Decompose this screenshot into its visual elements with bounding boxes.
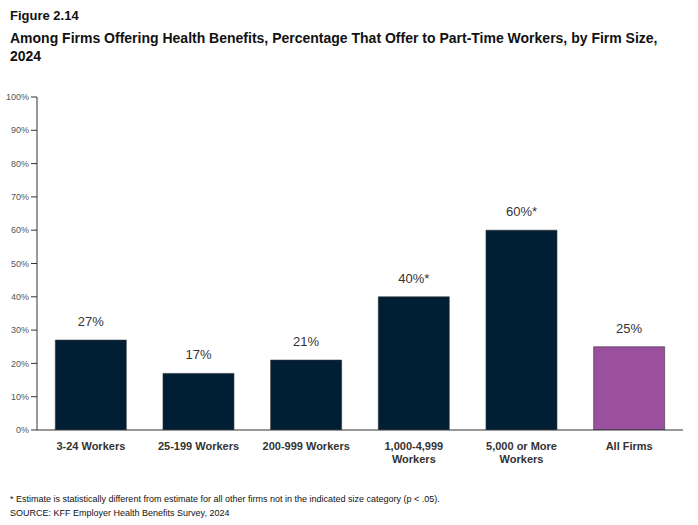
svg-text:200-999 Workers: 200-999 Workers [263,440,350,452]
svg-text:1,000-4,999: 1,000-4,999 [384,440,443,452]
svg-text:40%*: 40%* [398,271,429,286]
svg-text:21%: 21% [293,334,319,349]
svg-text:50%: 50% [11,259,29,269]
svg-text:30%: 30% [11,325,29,335]
svg-text:5,000 or More: 5,000 or More [486,440,557,452]
svg-text:27%: 27% [78,314,104,329]
svg-text:80%: 80% [11,159,29,169]
svg-text:25%: 25% [616,321,642,336]
svg-text:100%: 100% [8,92,29,102]
html-text:SOURCE: KFF Employer Health Be: SOURCE: KFF Employer Health Benefits Sur… [10,508,230,518]
svg-text:Workers: Workers [500,453,544,465]
svg-text:10%: 10% [11,392,29,402]
html-text:Figure 2.14: Figure 2.14 [10,8,79,23]
svg-text:0%: 0% [16,425,29,435]
svg-text:25-199 Workers: 25-199 Workers [158,440,239,452]
html-text:Among Firms Offering Health Be: Among Firms Offering Health Benefits, Pe… [10,30,658,64]
svg-text:90%: 90% [11,125,29,135]
svg-text:60%*: 60%* [506,204,537,219]
html-text:* Estimate is statistically di: * Estimate is statistically different fr… [10,494,440,504]
svg-text:60%: 60% [11,225,29,235]
svg-text:17%: 17% [185,347,211,362]
svg-text:All Firms: All Firms [606,440,653,452]
svg-text:3-24 Workers: 3-24 Workers [56,440,125,452]
svg-text:Workers: Workers [392,453,436,465]
svg-text:70%: 70% [11,192,29,202]
svg-text:40%: 40% [11,292,29,302]
svg-text:20%: 20% [11,359,29,369]
